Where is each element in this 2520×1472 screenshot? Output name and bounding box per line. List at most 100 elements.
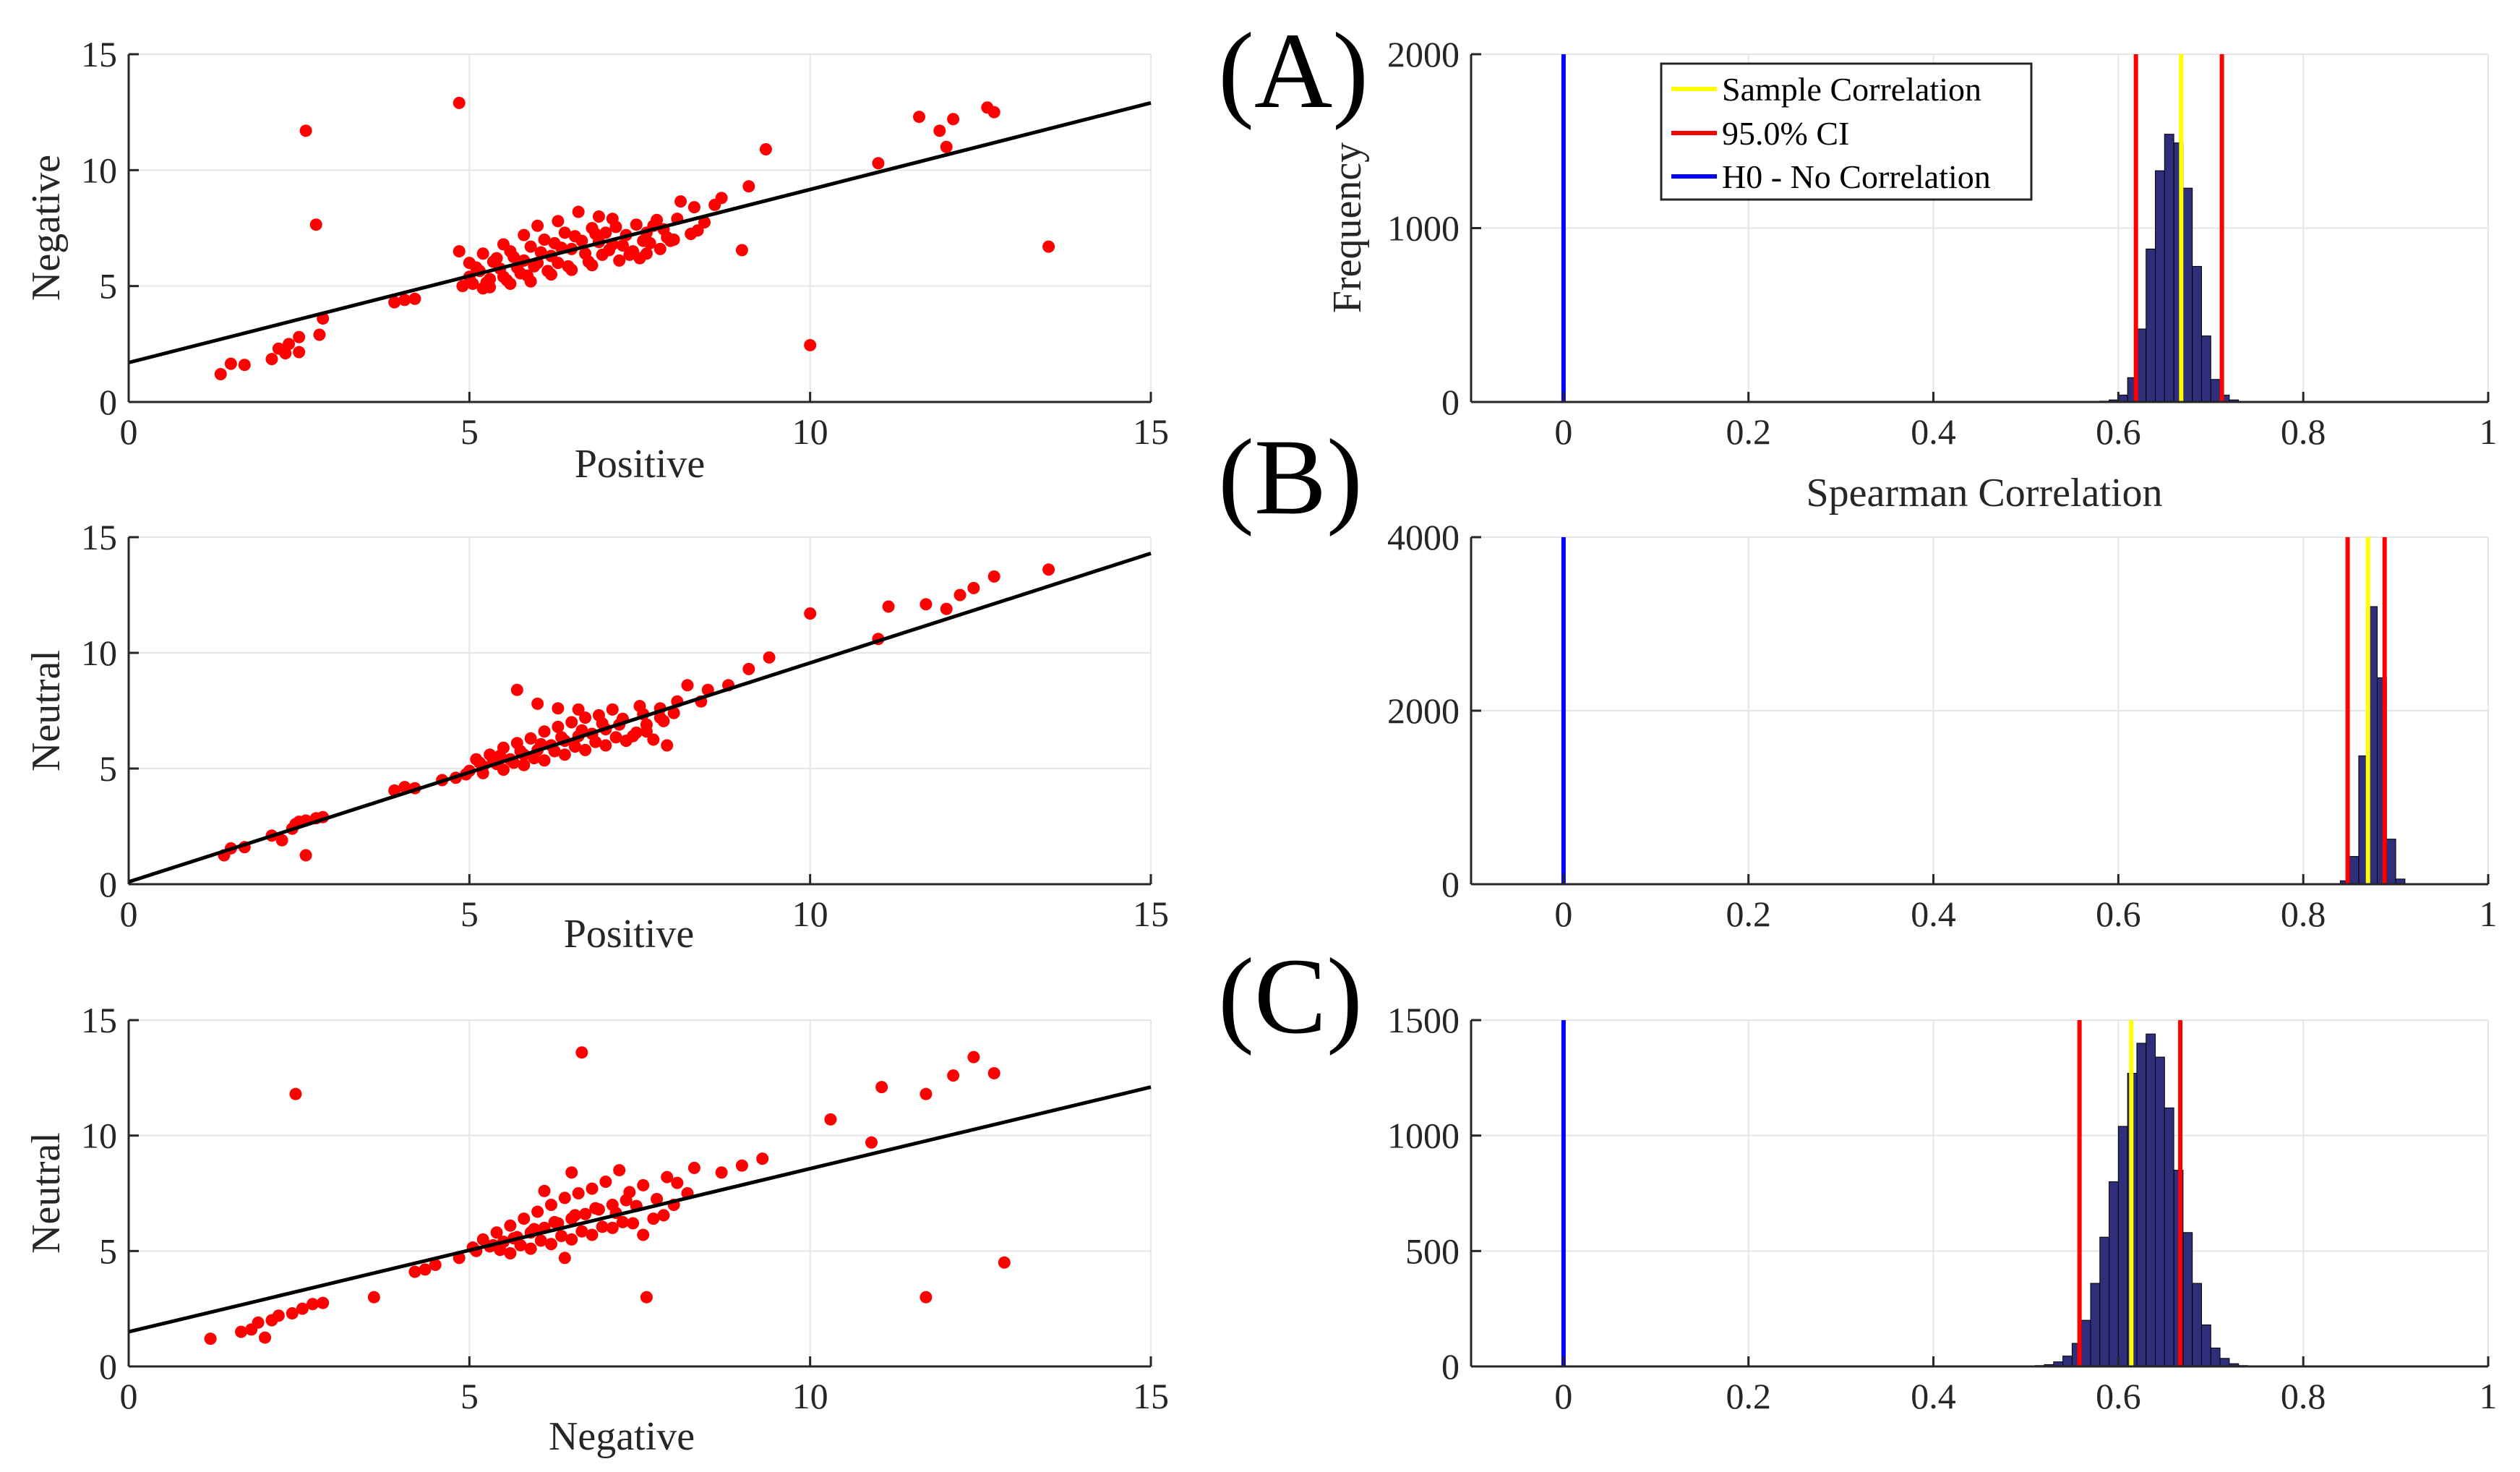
legend-label-h0: H0 - No Correlation xyxy=(1722,158,1991,195)
hist_B-ytick-label: 2000 xyxy=(1387,690,1460,731)
scatter3-point xyxy=(586,1182,599,1195)
scatter3-xtick-label: 0 xyxy=(120,1376,138,1416)
scatter3-point xyxy=(272,1309,285,1322)
axes-layer xyxy=(127,53,2490,1368)
scatter3-point xyxy=(572,1187,585,1199)
scatter1-xtick-label: 10 xyxy=(792,411,828,452)
scatter2-point xyxy=(640,718,653,731)
hist_B-xtick-label: 0 xyxy=(1554,894,1572,934)
scatter1-point xyxy=(742,180,755,193)
scatter2-point xyxy=(599,739,612,752)
scatter3-point xyxy=(586,1228,599,1241)
scatter2-point xyxy=(518,758,531,771)
scatter1-point xyxy=(309,218,322,231)
scatter1-point xyxy=(531,219,544,232)
hist_C-xtick-label: 1 xyxy=(2480,1376,2498,1416)
scatter3-point xyxy=(558,1251,571,1265)
scatter1-point xyxy=(589,228,602,241)
scatter3-point xyxy=(616,1215,629,1228)
scatter1-point xyxy=(759,142,772,155)
scatter2-point xyxy=(579,743,592,756)
scatter1-point xyxy=(715,192,728,205)
scatter1-point xyxy=(453,96,466,109)
hist_B-xtick-label: 0.6 xyxy=(2096,894,2141,934)
scatter2-point xyxy=(920,598,933,611)
scatter3-point xyxy=(596,1220,609,1233)
hist_A-bar xyxy=(2200,335,2211,403)
scatter3-point xyxy=(419,1263,432,1276)
scatter2-point xyxy=(524,732,537,745)
scatter2-point xyxy=(620,735,633,748)
scatter1-point xyxy=(599,226,612,239)
scatter1-point xyxy=(541,265,554,278)
scatter1-point xyxy=(872,157,885,170)
hist_B-xtick-label: 0.2 xyxy=(1726,894,1771,934)
scatter1-ytick-label: 5 xyxy=(99,266,117,307)
scatter1-point xyxy=(313,328,326,341)
scatter1-point xyxy=(592,210,605,223)
legend-label-ci: 95.0% CI xyxy=(1722,115,1849,152)
scatter2-point xyxy=(596,717,609,730)
scatter3-point xyxy=(651,1192,664,1205)
scatter1-point xyxy=(947,113,960,126)
hist_C-ytick-label: 1500 xyxy=(1387,1000,1460,1040)
hist_A-bar xyxy=(2164,134,2174,403)
scatter3-point xyxy=(544,1198,557,1211)
hist_A-xtick-label: 0.6 xyxy=(2096,411,2141,452)
scatter1-point xyxy=(507,251,520,264)
scatter2-fit-line xyxy=(128,552,1152,884)
scatter3-ytick-label: 15 xyxy=(81,1000,117,1040)
scatter3-point xyxy=(504,1219,517,1232)
hist_C-bar xyxy=(2099,1236,2110,1367)
scatter1-point xyxy=(653,242,667,255)
scatter3-point xyxy=(687,1161,700,1174)
scatter1-point xyxy=(674,195,687,208)
scatter3-point xyxy=(235,1325,248,1338)
scatter1-point xyxy=(643,236,656,249)
scatter1-point xyxy=(651,213,664,226)
scatter3-point xyxy=(589,1202,602,1215)
hist_C-bar xyxy=(2109,1181,2119,1367)
scatter2-point xyxy=(647,733,660,746)
scatter2-point xyxy=(882,600,895,613)
scatter2-xtick-label: 15 xyxy=(1133,894,1169,934)
scatter2-point xyxy=(630,726,643,739)
scatter2-point xyxy=(940,602,953,615)
scatter3-xtick-label: 15 xyxy=(1133,1376,1169,1416)
scatter3-point xyxy=(514,1238,527,1251)
scatter1-point xyxy=(1042,240,1055,253)
hist_C-bar xyxy=(2080,1319,2091,1367)
hist_C-bar xyxy=(2210,1347,2221,1367)
scatter2-xtick-label: 5 xyxy=(460,894,479,934)
scatter2-ylabel: Neutral xyxy=(24,650,69,771)
hist_A-bar xyxy=(2136,328,2147,403)
panel-letter-c: (C) xyxy=(1218,936,1363,1056)
scatter2-point xyxy=(572,703,585,716)
hist_A-ylabel: Frequency xyxy=(1325,142,1370,313)
scatter1-point xyxy=(552,215,565,228)
scatter1-point xyxy=(552,257,565,270)
data-layer xyxy=(128,54,2415,1367)
scatter3-point xyxy=(565,1166,578,1179)
hist_A-ytick-label: 1000 xyxy=(1387,208,1460,249)
panel-letter-a: (A) xyxy=(1218,11,1368,131)
scatter1-point xyxy=(735,244,748,257)
scatter1-point xyxy=(476,247,489,260)
scatter3-point xyxy=(661,1171,674,1184)
scatter3-point xyxy=(606,1221,619,1234)
scatter2-point xyxy=(681,679,694,692)
hist_A-ytick-label: 0 xyxy=(1441,382,1460,422)
scatter2-point xyxy=(548,745,561,758)
scatter3-xtick-label: 5 xyxy=(460,1376,479,1416)
scatter3-point xyxy=(534,1234,547,1247)
scatter2-point xyxy=(531,697,544,710)
scatter2-point xyxy=(565,716,578,729)
scatter1-point xyxy=(912,111,925,124)
scatter3-point xyxy=(715,1166,728,1179)
scatter3-point xyxy=(671,1176,684,1189)
scatter2-point xyxy=(552,702,565,715)
hist_C-ytick-label: 1000 xyxy=(1387,1116,1460,1156)
scatter1-ylabel: Negative xyxy=(24,155,69,301)
hist_C-ytick-label: 0 xyxy=(1441,1346,1460,1387)
scatter2-point xyxy=(568,740,581,753)
